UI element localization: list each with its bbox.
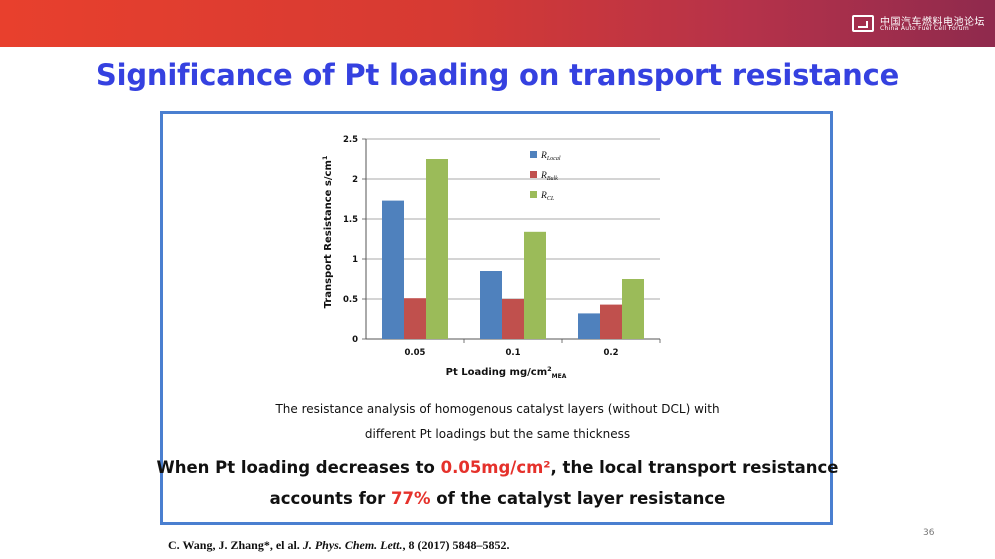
forum-logo: 中国汽车燃料电池论坛 China Auto Fuel Cell Forum: [852, 13, 985, 37]
caption-line-2: different Pt loadings but the same thick…: [364, 427, 631, 441]
legend-swatch-cl: [530, 191, 537, 198]
legend-label-cl: RCL: [540, 191, 555, 202]
highlight-2-text-c: of the catalyst layer resistance: [430, 489, 726, 508]
forum-logo-icon: [852, 15, 874, 32]
highlight-1-loading: 0.05mg/cm²: [440, 458, 551, 477]
header-bar: 中国汽车燃料电池论坛 China Auto Fuel Cell Forum: [0, 0, 995, 47]
highlight-line-1: When Pt loading decreases to 0.05mg/cm²,…: [0, 458, 995, 477]
x-tick-label: 0.05: [405, 348, 426, 358]
reference-rest: , 8 (2017) 5848–5852.: [402, 538, 510, 552]
x-axis-label: Pt Loading mg/cm2MEA: [446, 365, 567, 380]
highlight-line-2: accounts for 77% of the catalyst layer r…: [0, 489, 995, 508]
legend-swatch-bulk: [530, 171, 537, 178]
reference: C. Wang, J. Zhang*, el al. J. Phys. Chem…: [168, 538, 509, 553]
highlight-1-text-c: , the local transport resistance: [550, 458, 839, 477]
y-tick-label: 2: [352, 175, 358, 185]
y-tick-label: 0.5: [343, 295, 358, 305]
bar-bulk-0: [404, 298, 426, 339]
y-tick-label: 2.5: [343, 135, 358, 145]
bar-local-0: [382, 200, 404, 339]
bar-local-1: [480, 271, 502, 339]
page-number: 36: [923, 528, 935, 538]
bar-local-2: [578, 313, 600, 339]
highlight-2-percent: 77%: [391, 489, 431, 508]
highlight-1-text-a: When Pt loading decreases to: [156, 458, 441, 477]
bar-bulk-2: [600, 304, 622, 339]
bar-cl-1: [524, 231, 546, 339]
highlight-2-text-a: accounts for: [269, 489, 391, 508]
bar-cl-2: [622, 279, 644, 339]
legend-swatch-local: [530, 151, 537, 158]
legend-label-local: RLocal: [540, 151, 561, 162]
caption-line-1: The resistance analysis of homogenous ca…: [275, 402, 720, 416]
reference-journal: J. Phys. Chem. Lett.: [302, 538, 403, 552]
x-tick-label: 0.1: [505, 348, 520, 358]
y-axis-label: Transport Resistance s/cm1: [321, 155, 334, 308]
bar-cl-0: [426, 159, 448, 339]
logo-line-1: 中国汽车燃料电池论坛: [880, 17, 985, 28]
y-tick-label: 0: [352, 335, 358, 345]
logo-line-2: China Auto Fuel Cell Forum: [880, 25, 970, 32]
legend-label-bulk: RBulk: [540, 171, 558, 182]
y-tick-label: 1: [352, 255, 358, 265]
slide-title: Significance of Pt loading on transport …: [95, 58, 900, 92]
bar-bulk-1: [502, 299, 524, 339]
x-tick-label: 0.2: [603, 348, 618, 358]
y-tick-label: 1.5: [343, 215, 358, 225]
reference-authors: C. Wang, J. Zhang*, el al.: [168, 538, 303, 552]
